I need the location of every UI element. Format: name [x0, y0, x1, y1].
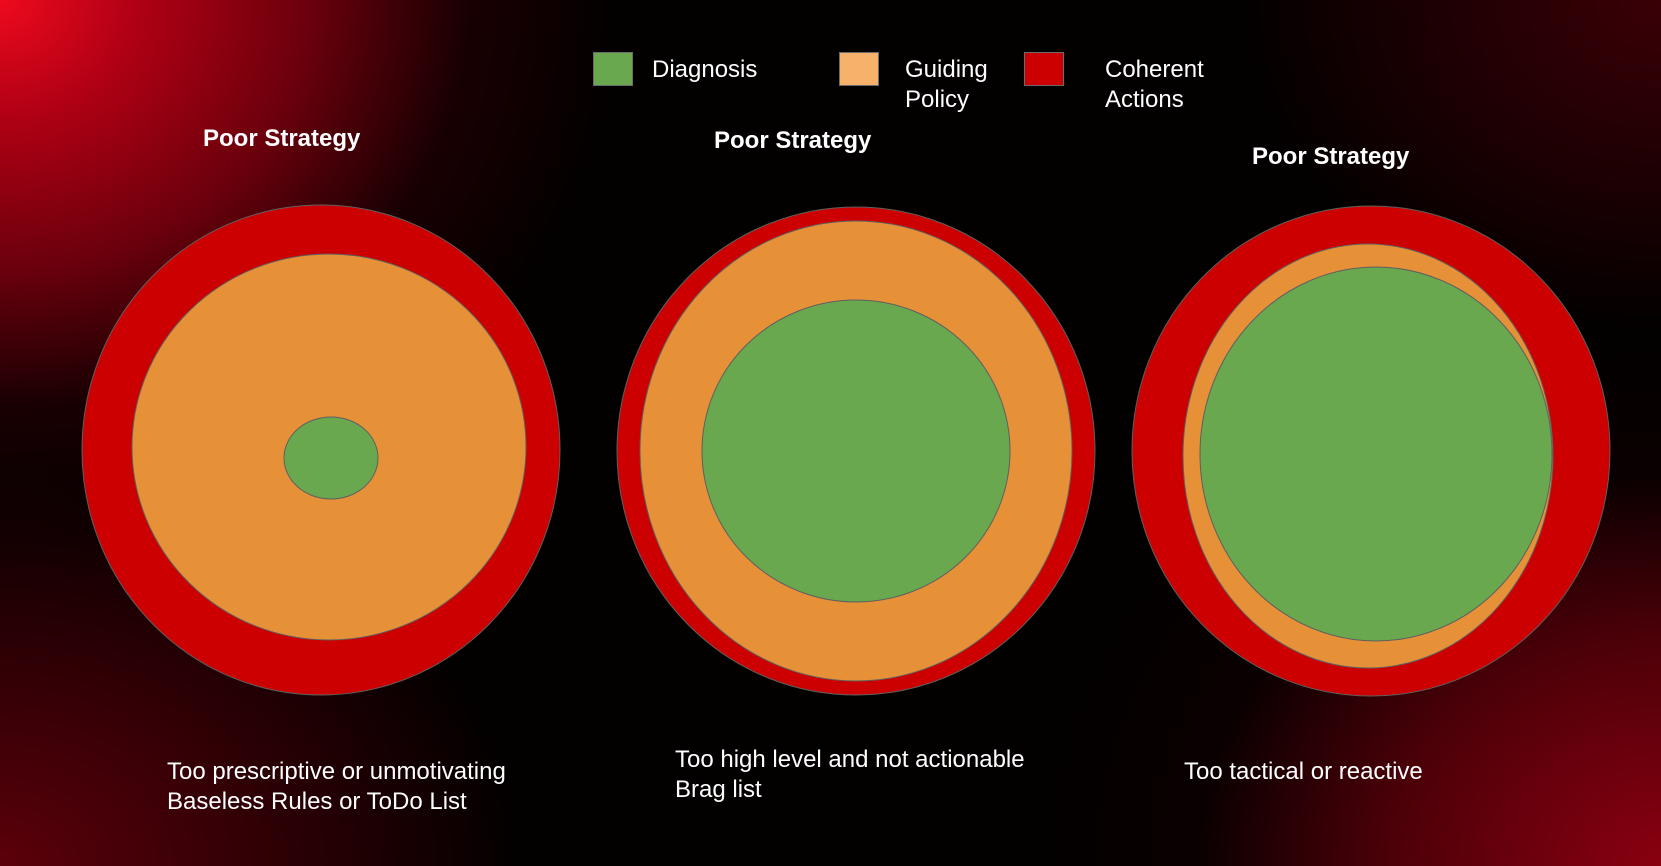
diagram-1-title: Poor Strategy	[203, 125, 361, 152]
diagram-2-title: Poor Strategy	[714, 127, 872, 154]
diagram-3-caption: Too tactical or reactive	[1184, 758, 1423, 785]
diagram-1	[81, 204, 561, 696]
diagram-3	[1131, 205, 1611, 697]
legend-swatch-diagnosis	[593, 52, 633, 86]
diagram-2	[616, 206, 1096, 696]
legend-label-guiding-policy: Guiding Policy	[905, 56, 988, 113]
legend-label-coherent-actions: Coherent Actions	[1105, 56, 1204, 113]
diagram-3-diagnosis-circle	[1199, 266, 1553, 642]
legend-label-diagnosis: Diagnosis	[652, 56, 758, 83]
diagram-2-diagnosis-circle	[701, 299, 1011, 603]
legend-swatch-guiding-policy	[839, 52, 879, 86]
diagram-1-diagnosis-circle	[283, 416, 379, 500]
diagram-1-caption: Too prescriptive or unmotivating Baseles…	[167, 758, 506, 815]
legend-swatch-coherent-actions	[1024, 52, 1064, 86]
diagram-3-title: Poor Strategy	[1252, 143, 1410, 170]
diagram-2-caption: Too high level and not actionable Brag l…	[675, 746, 1025, 803]
